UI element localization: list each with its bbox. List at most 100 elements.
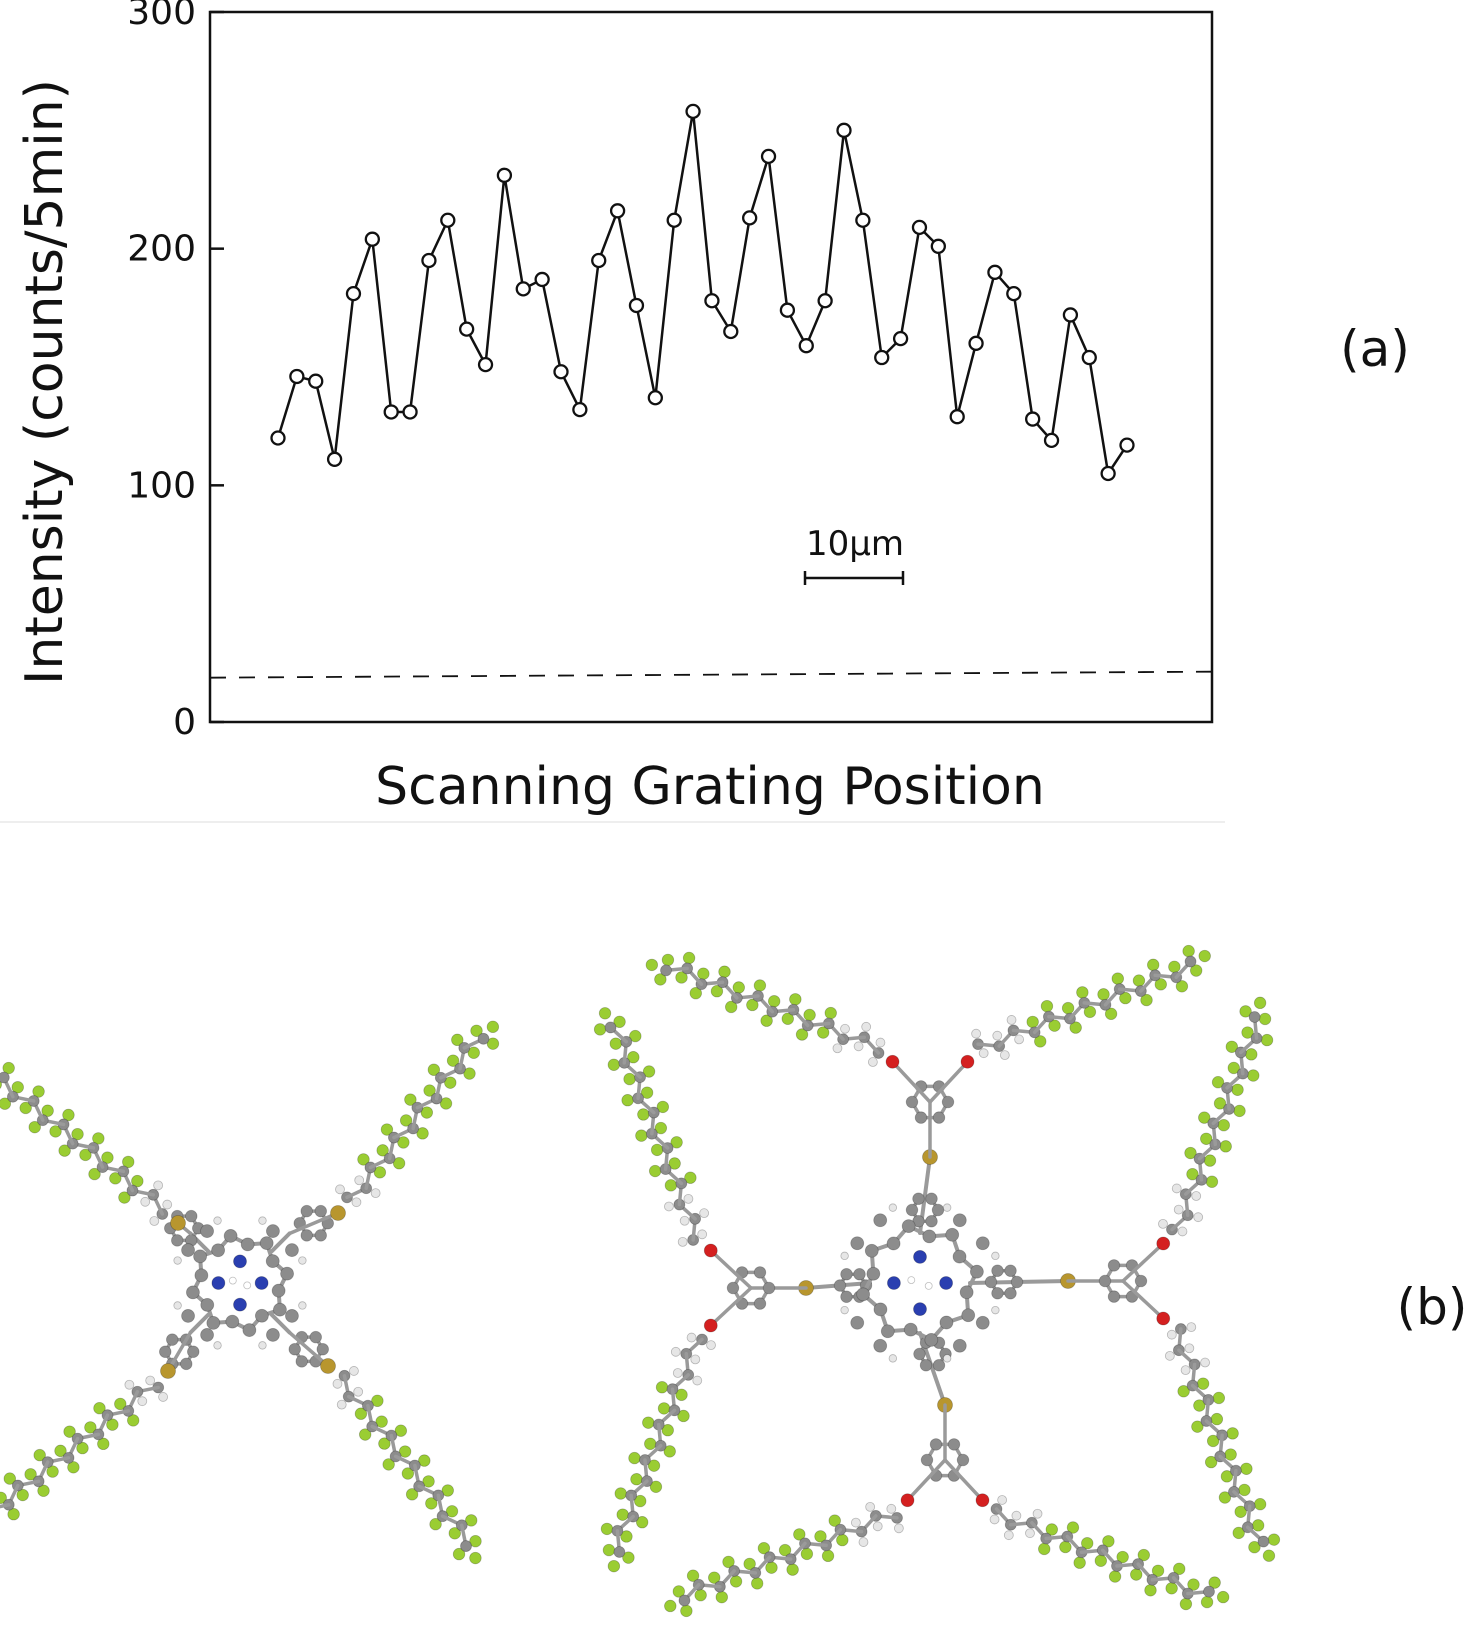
- atom: [122, 1155, 135, 1169]
- y-axis-ticks: 0 100 200 300: [127, 0, 224, 743]
- atom: [54, 1444, 67, 1458]
- atom: [1262, 1549, 1276, 1562]
- atom: [840, 1268, 853, 1281]
- atom: [1233, 1104, 1246, 1118]
- atom: [919, 1359, 933, 1372]
- atom: [186, 1285, 200, 1300]
- atom: [888, 1354, 898, 1363]
- atom: [1212, 1391, 1226, 1405]
- atom: [1210, 1412, 1224, 1426]
- atom: [1069, 1021, 1082, 1034]
- atom: [900, 1493, 915, 1508]
- atom: [872, 1521, 883, 1532]
- atom: [684, 1171, 697, 1184]
- atom: [1220, 1470, 1234, 1483]
- atom: [1182, 944, 1195, 958]
- atom: [1247, 1069, 1260, 1082]
- atom: [469, 1534, 482, 1548]
- atom: [947, 1438, 961, 1451]
- atom: [751, 1577, 764, 1590]
- atom: [1186, 1167, 1199, 1181]
- atom: [630, 1473, 643, 1486]
- atom: [1245, 1048, 1258, 1061]
- atom: [781, 1012, 794, 1025]
- atom: [1107, 1290, 1121, 1303]
- data-point: [968, 335, 984, 351]
- atom: [158, 1392, 168, 1402]
- atom: [335, 1184, 345, 1195]
- atom: [1191, 1420, 1204, 1433]
- atom: [992, 1030, 1003, 1041]
- atom: [418, 1454, 431, 1467]
- atom: [200, 1328, 214, 1342]
- atom: [223, 1229, 238, 1243]
- atom: [118, 1191, 131, 1204]
- data-point: [402, 404, 418, 420]
- atom: [101, 1151, 114, 1164]
- atom: [7, 1508, 20, 1521]
- atom: [420, 1106, 434, 1119]
- data-point: [459, 321, 475, 337]
- atom: [1206, 1434, 1220, 1448]
- atom: [357, 1153, 370, 1166]
- atom: [1081, 1537, 1094, 1550]
- atom: [1132, 974, 1146, 987]
- atom: [470, 1024, 483, 1037]
- atom: [0, 1079, 2, 1090]
- atom: [1248, 1540, 1261, 1554]
- atom: [952, 1213, 967, 1228]
- atom: [153, 1180, 164, 1191]
- atom: [1211, 1075, 1225, 1089]
- atom: [465, 1514, 478, 1527]
- data-point: [666, 212, 682, 228]
- atom: [1200, 1132, 1213, 1145]
- molecule-model-right: [593, 944, 1281, 1618]
- atom: [187, 1345, 200, 1358]
- atom: [989, 1514, 1000, 1525]
- atom: [991, 1251, 1000, 1261]
- atom: [746, 998, 759, 1012]
- atom: [634, 1494, 647, 1508]
- atom: [398, 1445, 412, 1458]
- atom: [1217, 1118, 1230, 1132]
- atom: [1225, 1040, 1239, 1053]
- atom: [828, 1514, 841, 1527]
- atom: [856, 1287, 871, 1302]
- atom: [160, 1363, 176, 1379]
- data-point: [817, 293, 833, 309]
- atom: [670, 1346, 681, 1357]
- atom: [1196, 1377, 1210, 1390]
- atom: [888, 1203, 898, 1212]
- data-point: [421, 252, 437, 269]
- atom: [254, 1308, 269, 1323]
- atom: [1010, 1275, 1024, 1289]
- atom: [1014, 1034, 1025, 1045]
- atom: [1186, 1322, 1197, 1333]
- atom: [336, 1399, 347, 1410]
- atom: [1200, 1595, 1214, 1609]
- atom: [762, 1281, 776, 1295]
- atom: [861, 1021, 872, 1032]
- bond: [1121, 1279, 1165, 1321]
- data-point: [364, 231, 380, 247]
- atom: [703, 1318, 718, 1333]
- atom: [213, 1216, 222, 1225]
- atom: [816, 1026, 830, 1039]
- atom: [675, 971, 688, 984]
- atom: [1166, 1329, 1177, 1340]
- atom: [677, 1236, 688, 1247]
- chart-panel-a: 0 100 200 300 Intensity (counts/5min) Scann…: [15, 0, 1410, 817]
- atom: [451, 1033, 464, 1047]
- atom: [486, 1037, 500, 1050]
- atom: [718, 965, 731, 978]
- atom: [32, 1085, 45, 1098]
- atom: [242, 1323, 257, 1337]
- atom: [354, 1175, 365, 1186]
- atom: [1232, 1526, 1245, 1540]
- atom: [1144, 1584, 1157, 1597]
- data-point: [742, 210, 758, 226]
- data-point: [647, 390, 663, 406]
- atom: [1257, 1535, 1270, 1548]
- atom: [678, 1594, 691, 1607]
- atom: [353, 1386, 364, 1397]
